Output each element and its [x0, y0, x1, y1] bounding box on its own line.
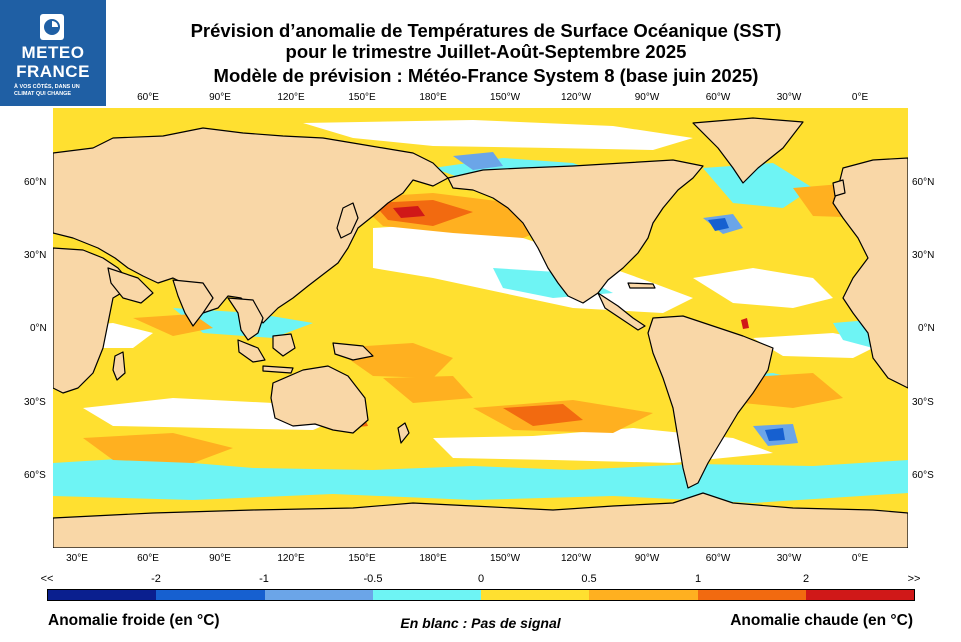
colorbar-segment: [264, 590, 373, 600]
right-lat-label: 0°N: [918, 323, 935, 334]
top-lon-label: 0°E: [851, 92, 869, 103]
india: [172, 279, 214, 327]
left-lat-label: 60°S: [24, 470, 46, 481]
colorbar-tick-label: 0: [477, 573, 485, 585]
colorbar-tick-label: 1: [694, 573, 702, 585]
top-lon-label: 120°E: [277, 92, 305, 103]
japan: [336, 202, 359, 239]
sumatra: [237, 339, 266, 363]
central-america: [597, 292, 646, 331]
continents: [53, 117, 908, 548]
bottom-lon-label: 120°E: [277, 553, 305, 564]
bottom-lon-label: 90°E: [209, 553, 231, 564]
colorbar-tick-label: -2: [151, 573, 161, 585]
eurasia-landmass: [53, 127, 449, 324]
bottom-lon-label: 60°W: [705, 553, 731, 564]
title-line-2: pour le trimestre Juillet-Août-Septembre…: [285, 41, 687, 62]
bottom-lon-label: 30°E: [66, 553, 88, 564]
colorbar-tick-label: -1: [259, 573, 269, 585]
colorbar-tick-label: >>: [907, 573, 921, 585]
left-lat-label: 60°N: [24, 177, 47, 188]
bottom-lon-label: 90°W: [634, 553, 660, 564]
top-lon-label: 90°E: [209, 92, 231, 103]
left-lat-label: 0°N: [30, 323, 47, 334]
right-lat-label: 30°S: [912, 397, 934, 408]
top-lon-label: 30°W: [776, 92, 802, 103]
meteo-france-logo: METEO FRANCE À VOS CÔTÉS, DANS UN CLIMAT…: [0, 0, 106, 106]
left-lat-label: 30°N: [24, 250, 47, 261]
north-america: [447, 159, 704, 304]
colorbar-segment: [481, 590, 590, 600]
logo-brand-line2: FRANCE: [16, 62, 90, 81]
colorbar-tick-label: 0.5: [581, 573, 597, 585]
bottom-lon-label: 150°E: [348, 553, 376, 564]
logo-tagline: À VOS CÔTÉS, DANS UN CLIMAT QUI CHANGE: [14, 84, 80, 97]
meteo-france-emblem-icon: [40, 14, 64, 40]
colorbar-segment: [48, 590, 157, 600]
logo-brand-line1: METEO: [21, 43, 85, 62]
colorbar-segment: [156, 590, 265, 600]
bottom-lon-label: 60°E: [137, 553, 159, 564]
colorbar-tick-label: 2: [802, 573, 810, 585]
cuba: [627, 282, 656, 289]
hot-anomaly-label: Anomalie chaude (en °C): [730, 612, 913, 629]
no-signal-label: En blanc : Pas de signal: [400, 615, 561, 631]
right-lat-label: 30°N: [912, 250, 935, 261]
right-lat-label: 60°S: [912, 470, 934, 481]
colorbar-tick-label: -0.5: [363, 573, 383, 585]
left-lat-label: 30°S: [24, 397, 46, 408]
top-lon-label: 180°E: [419, 92, 447, 103]
top-lon-label: 150°W: [489, 92, 521, 103]
indochina: [227, 297, 264, 341]
top-lon-label: 90°W: [634, 92, 660, 103]
title-line-3: Modèle de prévision : Météo-France Syste…: [213, 65, 759, 86]
bottom-lon-label: 180°E: [419, 553, 447, 564]
bottom-lon-label: 120°W: [560, 553, 592, 564]
antarctica: [53, 492, 908, 548]
borneo: [272, 333, 296, 357]
madagascar: [112, 351, 126, 381]
bottom-lon-label: 150°W: [489, 553, 521, 564]
bottom-lon-label: 0°E: [851, 553, 869, 564]
arabia: [107, 267, 154, 304]
greenland: [692, 117, 804, 184]
sst-anomaly-map: [53, 108, 908, 548]
colorbar-segment: [372, 590, 481, 600]
colorbar-tick-label: <<: [40, 573, 54, 585]
colorbar-segment: [805, 590, 914, 600]
australia: [270, 365, 369, 434]
top-lon-label: 150°E: [348, 92, 376, 103]
top-lon-label: 60°W: [705, 92, 731, 103]
colorbar: [47, 589, 915, 601]
cold-anomaly-label: Anomalie froide (en °C): [48, 612, 220, 629]
british-isles: [832, 179, 846, 197]
title-line-1: Prévision d’anomalie de Températures de …: [190, 20, 782, 41]
new-zealand: [397, 422, 410, 444]
top-lon-label: 120°W: [560, 92, 592, 103]
colorbar-segment: [589, 590, 698, 600]
java: [262, 365, 294, 374]
top-lon-label: 60°E: [137, 92, 159, 103]
new-guinea: [332, 342, 374, 361]
right-lat-label: 60°N: [912, 177, 935, 188]
colorbar-segment: [697, 590, 806, 600]
strong-cold-areas: [708, 218, 785, 441]
europe-africa-right: [832, 157, 908, 389]
south-america: [647, 315, 774, 489]
bottom-lon-label: 30°W: [776, 553, 802, 564]
